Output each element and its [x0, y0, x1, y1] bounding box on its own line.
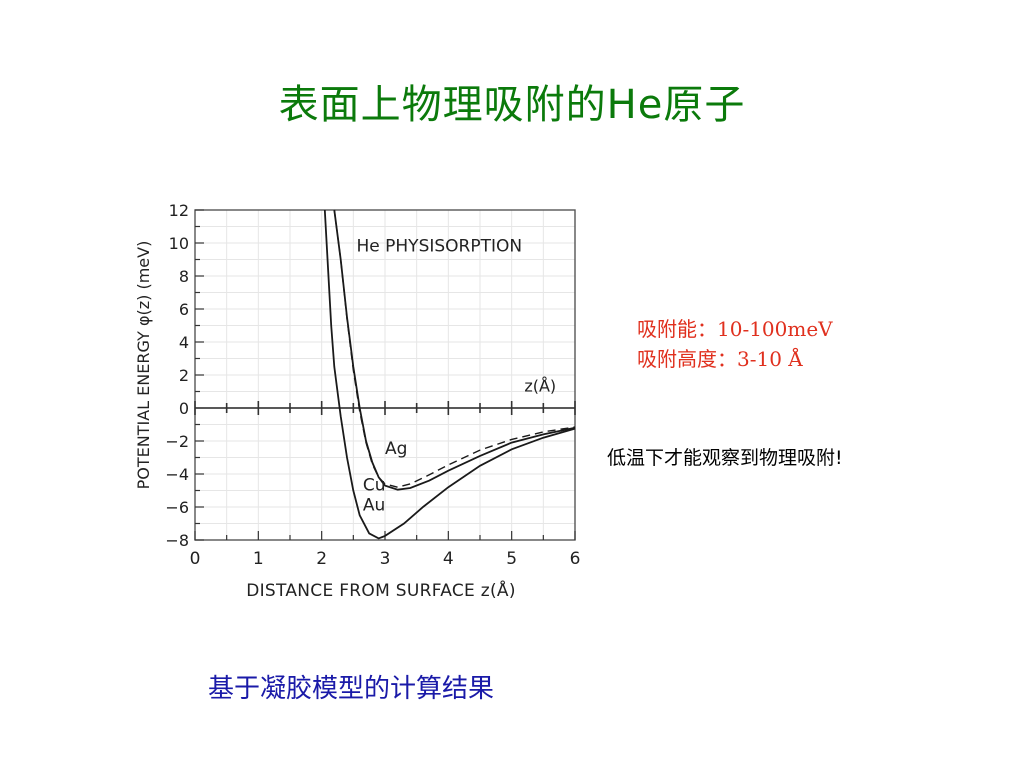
slide-title: 表面上物理吸附的He原子 — [278, 82, 746, 128]
y-tick-label: 12 — [169, 201, 189, 220]
y-tick-label: −4 — [165, 465, 189, 484]
y-tick-label: 8 — [179, 267, 189, 286]
y-tick-label: 10 — [169, 234, 189, 253]
curve-label-cu: Cu — [363, 476, 386, 496]
y-tick-label: 4 — [179, 333, 189, 352]
x-axis-label: DISTANCE FROM SURFACE z(Å) — [246, 579, 516, 601]
x-tick-label: 2 — [316, 549, 327, 569]
curve-label-ag: Ag — [385, 439, 407, 459]
x-tick-label: 3 — [380, 549, 391, 569]
y-tick-label: 6 — [179, 300, 189, 319]
y-tick-label: −6 — [165, 498, 189, 517]
curve-cu — [333, 209, 576, 488]
y-tick-label: 0 — [179, 399, 189, 418]
adsorption-height-note: 吸附高度：3-10 Å — [637, 347, 803, 371]
x-tick-label: 1 — [253, 549, 264, 569]
potential-energy-chart: 0 1 2 3 4 5 6 12 10 8 6 4 2 0 −2 −4 −6 −8 DISTANCE FROM SU… — [125, 190, 595, 615]
x-tick-label: 6 — [570, 549, 581, 569]
y-tick-label: 2 — [179, 366, 189, 385]
jellium-caption: 基于凝胶模型的计算结果 — [208, 674, 495, 704]
y-tick-label: −2 — [165, 432, 189, 451]
chart-title: He PHYSISORPTION — [357, 236, 523, 256]
curve-au — [323, 209, 576, 540]
x-tick-label: 0 — [190, 549, 201, 569]
zero-axis-label: z(Å) — [524, 377, 556, 396]
y-axis-label: POTENTIAL ENERGY φ(z) (meV) — [134, 241, 153, 490]
curve-label-au: Au — [363, 495, 385, 515]
low-temperature-note: 低温下才能观察到物理吸附! — [607, 447, 843, 469]
adsorption-energy-note: 吸附能：10-100meV — [637, 317, 833, 341]
physisorption-notes: 吸附能：10-100meV 吸附高度：3-10 Å — [637, 314, 833, 374]
x-tick-label: 5 — [506, 549, 517, 569]
y-tick-label: −8 — [165, 531, 189, 550]
x-tick-label: 4 — [443, 549, 454, 569]
curve-ag — [333, 209, 576, 491]
